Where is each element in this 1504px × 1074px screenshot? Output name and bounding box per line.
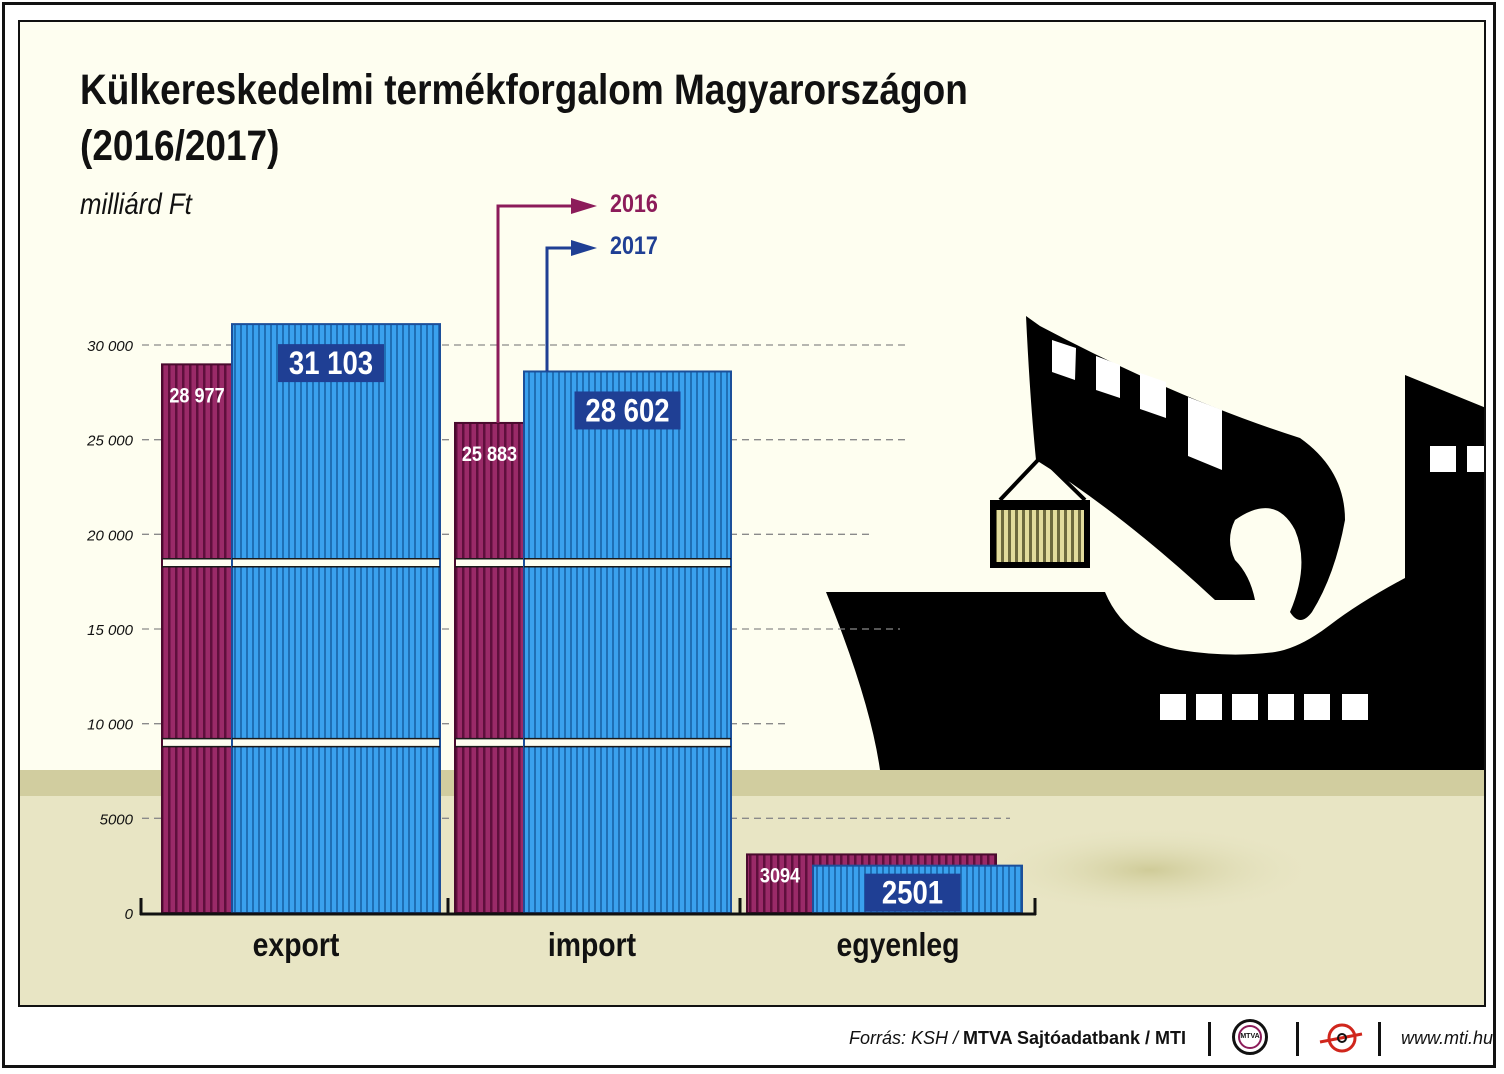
value-label-2017: 2501 [864,873,961,912]
footer-url: www.mti.hu [1401,1028,1494,1048]
container-seam [456,738,523,747]
x-category-label: export [253,926,340,964]
bar-2017-import-body [523,370,732,914]
bar-2016-export [161,363,233,915]
value-label-box [864,873,961,912]
bar-2017-export [231,323,441,915]
y-tick-label: 30 000 [87,338,134,355]
x-axis: export import egyenleg [139,898,1037,964]
y-tick-label: 0 [125,906,134,923]
container-seam [163,738,231,747]
mtva-logo-text: MTVA [1240,1033,1260,1040]
value-label-2016: 3094 [760,864,800,888]
x-category-label: import [548,926,636,964]
y-axis-unit: milliárd Ft [80,188,192,221]
mti-logo-icon [1319,1023,1363,1053]
ground-shadow [980,825,1320,915]
source-prefix: Forrás: KSH / [848,1028,963,1048]
source-agencies: MTVA Sajtóadatbank / MTI [962,1028,1186,1048]
value-label-box [574,391,681,430]
value-label-2016: 25 883 [462,443,517,467]
hanging-container-face [996,510,1084,562]
legend [496,198,597,423]
chart-title: Külkereskedelmi termékforgalom Magyarors… [80,62,968,174]
crane-cables [998,458,1087,502]
y-tick-label: 20 000 [86,527,134,544]
bars [161,323,1023,915]
value-label-2017-text: 28 602 [585,394,669,429]
bar-2016-import-body [454,421,525,914]
y-axis-ticks: 0 5000 10 000 15 000 20 000 25 000 30 000 [86,338,134,923]
value-label-2017: 31 103 [278,344,384,383]
container-seam [233,558,439,567]
y-tick-label: 10 000 [87,717,134,734]
legend-2017-label: 2017 [610,232,658,260]
bar-2016-export-body [161,363,233,915]
chart-title-line1: Külkereskedelmi termékforgalom Magyarors… [80,66,968,114]
container-seam [525,558,730,567]
bar-2016-import [454,421,525,914]
ship-crane-windows [1052,340,1222,470]
legend-arrow-2016 [496,198,597,423]
value-label-2016: 28 977 [169,384,224,408]
container-seam [525,738,730,747]
value-label-box [278,344,384,383]
x-category-label: egyenleg [837,926,960,964]
value-label-2017: 28 602 [574,391,681,430]
ship-hull [826,578,1484,770]
value-label-2017-text: 2501 [882,876,943,911]
container-seam [163,558,231,567]
container-seam [456,558,523,567]
y-tick-label: 25 000 [86,433,134,450]
footer-separator [1378,1022,1381,1056]
bar-2017-export-body [231,323,441,915]
ship-cabin [1405,375,1484,630]
mtva-logo-icon: MTVA [1232,1019,1268,1055]
footer-separator [1208,1022,1211,1056]
ship-portholes [1160,694,1368,720]
y-tick-label: 5000 [100,811,134,828]
footer-separator [1296,1022,1299,1056]
container-seam [233,738,439,747]
y-tick-label: 15 000 [87,622,134,639]
bar-2017-import [523,370,732,914]
chart-title-line2: (2016/2017) [80,122,280,170]
data-labels: 28 977 31 103 25 883 28 602 3094 2501 [169,344,961,912]
source-credit: Forrás: KSH / MTVA Sajtóadatbank / MTI [849,1028,1186,1049]
legend-arrow-2017 [545,240,597,372]
value-label-2017-text: 31 103 [289,346,373,381]
ship-cabin-windows [1430,446,1484,472]
legend-2016-label: 2016 [610,190,658,218]
